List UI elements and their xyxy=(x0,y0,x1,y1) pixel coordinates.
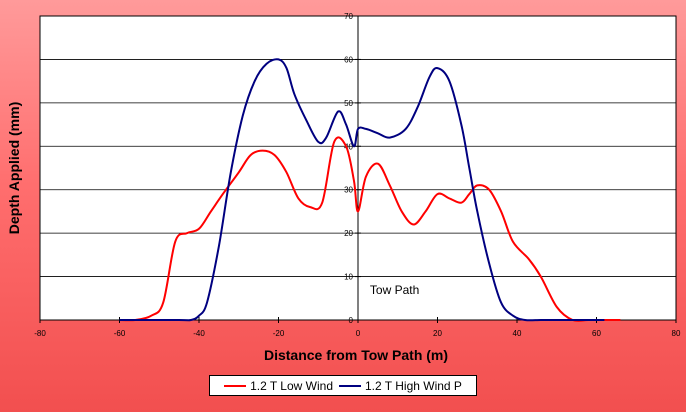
y-tick-label: 40 xyxy=(344,142,353,151)
legend-item-low-wind: 1.2 T Low Wind xyxy=(224,379,333,393)
y-tick-label: 60 xyxy=(344,55,353,64)
x-tick-label: -80 xyxy=(34,329,46,338)
y-tick-label: 20 xyxy=(344,229,353,238)
y-axis-title: Depth Applied (mm) xyxy=(6,102,22,234)
legend-label-low-wind: 1.2 T Low Wind xyxy=(250,378,333,393)
x-tick-label: 80 xyxy=(672,329,681,338)
y-tick-label: 70 xyxy=(344,12,353,21)
y-tick-label: 50 xyxy=(344,99,353,108)
x-tick-label: 20 xyxy=(433,329,442,338)
x-tick-label: -40 xyxy=(193,329,205,338)
x-tick-label: -60 xyxy=(114,329,126,338)
legend-swatch-high-wind xyxy=(339,384,361,387)
x-tick-label: 60 xyxy=(592,329,601,338)
series-line-low-wind xyxy=(119,136,621,322)
x-tick-label: -20 xyxy=(273,329,285,338)
x-axis-title: Distance from Tow Path (m) xyxy=(264,347,448,363)
y-tick-label-zero: 0 xyxy=(349,316,354,325)
x-tick-label: 40 xyxy=(513,329,522,338)
series-line-high-wind xyxy=(119,58,605,322)
legend: 1.2 T Low Wind 1.2 T High Wind P xyxy=(209,375,477,396)
y-tick-label: 30 xyxy=(344,186,353,195)
legend-swatch-low-wind xyxy=(224,384,247,387)
legend-item-high-wind: 1.2 T High Wind P xyxy=(339,379,462,393)
y-tick-label: 10 xyxy=(344,273,353,282)
x-tick-label: 0 xyxy=(356,329,361,338)
tow-path-annotation: Tow Path xyxy=(370,283,419,297)
legend-label-high-wind: 1.2 T High Wind P xyxy=(365,378,462,393)
